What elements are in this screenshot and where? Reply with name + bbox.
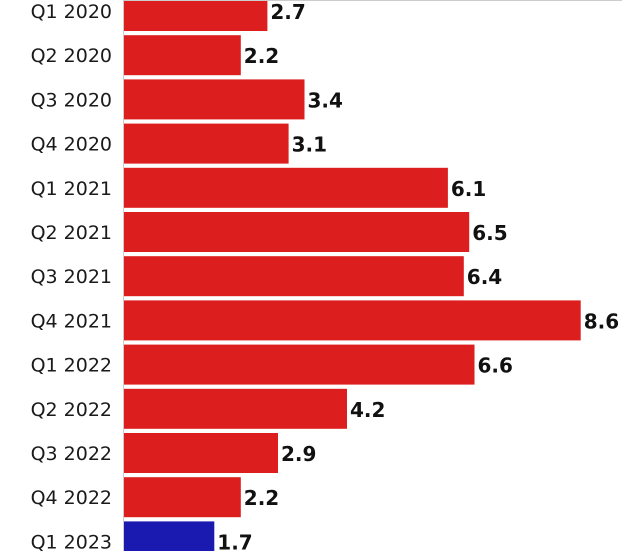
bar-q1-2020 bbox=[124, 0, 268, 31]
value-label-q4-2022: 2.2 bbox=[244, 486, 279, 510]
value-label-q3-2021: 6.4 bbox=[467, 265, 502, 289]
bar-q4-2021 bbox=[124, 300, 581, 341]
value-label-q2-2022: 4.2 bbox=[350, 398, 385, 422]
value-label-q1-2023: 1.7 bbox=[217, 530, 252, 551]
bar-q4-2020 bbox=[124, 123, 289, 164]
bar-q1-2021 bbox=[124, 167, 448, 208]
bar-q2-2022 bbox=[124, 388, 347, 429]
value-label-q2-2020: 2.2 bbox=[244, 44, 279, 68]
bars-group bbox=[124, 0, 581, 551]
value-label-q4-2021: 8.6 bbox=[584, 309, 619, 333]
bar-q4-2022 bbox=[124, 477, 241, 518]
category-label-q3-2020: Q3 2020 bbox=[31, 89, 112, 111]
category-label-q2-2020: Q2 2020 bbox=[31, 45, 112, 67]
value-label-q4-2020: 3.1 bbox=[292, 133, 327, 157]
bar-q2-2021 bbox=[124, 212, 470, 252]
value-label-q3-2020: 3.4 bbox=[308, 88, 343, 112]
value-label-q1-2020: 2.7 bbox=[270, 0, 305, 24]
category-labels-group: Q1 2020 Q2 2020 Q3 2020 Q4 2020 Q1 2021 Q2 20… bbox=[31, 1, 112, 551]
category-label-q1-2020: Q1 2020 bbox=[31, 1, 112, 23]
category-label-q3-2021: Q3 2021 bbox=[31, 266, 112, 288]
bar-q1-2023 bbox=[124, 521, 215, 551]
value-label-q1-2022: 6.6 bbox=[478, 354, 513, 378]
bar-q1-2022 bbox=[124, 344, 475, 385]
value-label-q2-2021: 6.5 bbox=[472, 221, 507, 245]
category-label-q2-2022: Q2 2022 bbox=[31, 399, 112, 421]
category-label-q2-2021: Q2 2021 bbox=[31, 222, 112, 244]
category-label-q4-2020: Q4 2020 bbox=[31, 134, 112, 156]
bar-q2-2020 bbox=[124, 35, 241, 76]
category-label-q4-2022: Q4 2022 bbox=[31, 487, 112, 509]
bar-q3-2020 bbox=[124, 79, 305, 120]
bar-q3-2021 bbox=[124, 256, 464, 297]
category-label-q1-2022: Q1 2022 bbox=[31, 355, 112, 377]
value-label-q3-2022: 2.9 bbox=[281, 442, 316, 466]
value-labels-group: 2.72.23.43.16.16.56.48.66.64.22.92.21.7 bbox=[217, 0, 619, 551]
category-label-q1-2023: Q1 2023 bbox=[31, 531, 112, 551]
category-label-q3-2022: Q3 2022 bbox=[31, 443, 112, 465]
bar-q3-2022 bbox=[124, 433, 278, 473]
category-label-q4-2021: Q4 2021 bbox=[31, 310, 112, 332]
category-label-q1-2021: Q1 2021 bbox=[31, 178, 112, 200]
value-label-q1-2021: 6.1 bbox=[451, 177, 486, 201]
